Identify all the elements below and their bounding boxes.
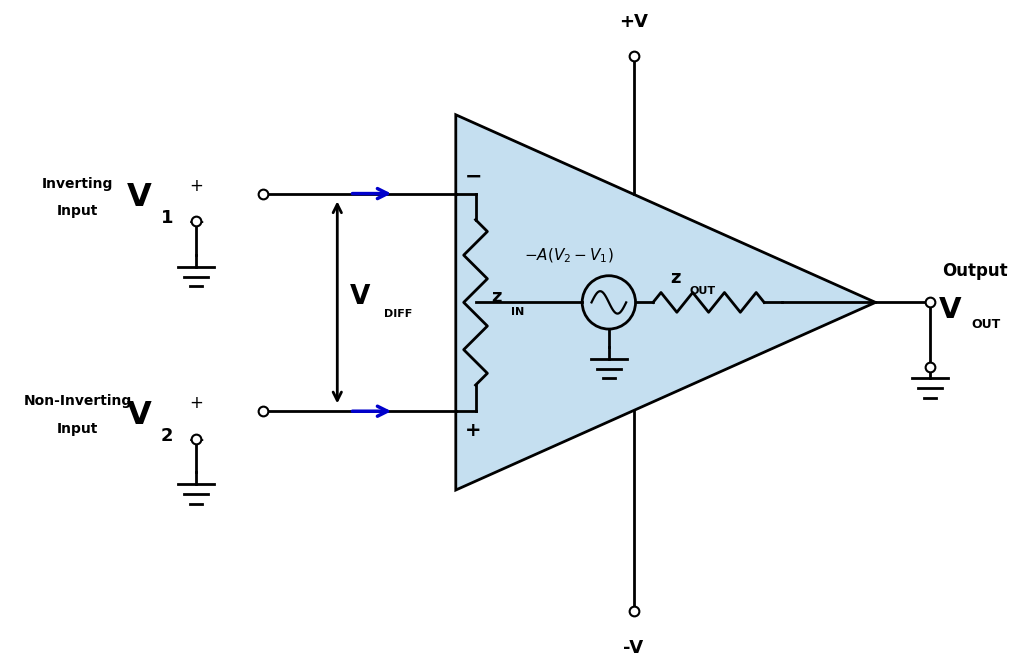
Text: −: −	[465, 167, 483, 187]
Text: DIFF: DIFF	[383, 309, 412, 319]
Text: $\mathbf{V}$: $\mathbf{V}$	[126, 400, 153, 431]
Text: +V: +V	[620, 13, 648, 31]
Text: $-A(V_2 - V_1)$: $-A(V_2 - V_1)$	[524, 247, 614, 265]
Text: $\mathbf{1}$: $\mathbf{1}$	[160, 209, 173, 227]
Text: +: +	[190, 394, 203, 412]
Text: $\mathbf{z}$: $\mathbf{z}$	[670, 269, 682, 287]
Text: Input: Input	[57, 204, 98, 218]
Text: Input: Input	[57, 422, 98, 436]
Text: Non-Inverting: Non-Inverting	[24, 394, 132, 408]
Text: $\mathbf{V}$: $\mathbf{V}$	[349, 284, 372, 310]
Text: -V: -V	[624, 639, 643, 657]
Text: $\mathbf{V}$: $\mathbf{V}$	[938, 296, 962, 324]
Text: Inverting: Inverting	[41, 177, 113, 191]
Text: $\mathbf{V}$: $\mathbf{V}$	[126, 182, 153, 213]
Text: $\mathbf{2}$: $\mathbf{2}$	[160, 427, 173, 445]
Text: +: +	[465, 422, 482, 440]
Text: Output: Output	[942, 261, 1007, 279]
Text: −: −	[188, 431, 205, 451]
Text: OUT: OUT	[690, 285, 716, 295]
Text: OUT: OUT	[972, 317, 1001, 331]
Text: IN: IN	[511, 307, 524, 317]
Text: +: +	[190, 177, 203, 195]
Text: $\mathbf{z}$: $\mathbf{z}$	[491, 288, 502, 306]
Polygon shape	[456, 115, 875, 490]
Text: −: −	[188, 213, 205, 233]
